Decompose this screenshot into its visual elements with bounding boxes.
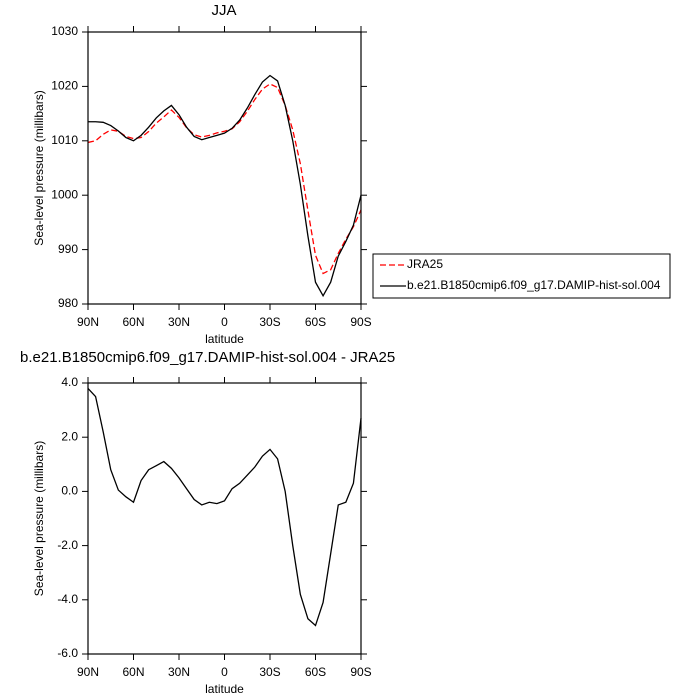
x-tick-label: 60N — [122, 315, 144, 329]
data-line — [88, 74, 362, 298]
y-tick-label: -6.0 — [57, 646, 78, 660]
chart-title: JJA — [211, 2, 236, 19]
legend-label: JRA25 — [407, 257, 443, 271]
data-line — [87, 83, 362, 275]
y-tick-label: 1030 — [51, 24, 78, 38]
x-tick-label: 90N — [77, 665, 99, 679]
x-tick-label: 90N — [77, 315, 99, 329]
legend-box — [372, 253, 671, 299]
y-tick-label: -4.0 — [57, 592, 78, 606]
x-axis-label: latitude — [205, 332, 244, 346]
x-tick-label: 60N — [122, 665, 144, 679]
data-line — [87, 387, 362, 627]
y-tick-label: 2.0 — [61, 429, 78, 443]
y-tick-label: 1000 — [51, 187, 78, 201]
plot-frame — [87, 31, 362, 305]
y-axis-label: Sea-level pressure (millibars) — [32, 90, 46, 245]
y-tick-label: 980 — [58, 296, 78, 310]
legend-label: b.e21.B1850cmip6.f09_g17.DAMIP-hist-sol.… — [407, 278, 661, 292]
y-tick-label: 4.0 — [61, 375, 78, 389]
x-tick-label: 0 — [221, 665, 228, 679]
y-axis-label: Sea-level pressure (millibars) — [32, 441, 46, 596]
x-tick-label: 30N — [168, 665, 190, 679]
plot-frame — [87, 382, 362, 655]
y-tick-label: 0.0 — [61, 484, 78, 498]
x-tick-label: 0 — [221, 315, 228, 329]
x-tick-label: 30N — [168, 315, 190, 329]
y-tick-label: -2.0 — [57, 538, 78, 552]
x-tick-label: 30S — [259, 315, 280, 329]
x-tick-label: 60S — [305, 665, 326, 679]
chart-title: b.e21.B1850cmip6.f09_g17.DAMIP-hist-sol.… — [20, 349, 395, 366]
x-tick-label: 90S — [350, 315, 371, 329]
legend: JRA25 b.e21.B1850cmip6.f09_g17.DAMIP-hist… — [372, 253, 671, 299]
y-tick-label: 1020 — [51, 79, 78, 93]
x-tick-label: 60S — [305, 315, 326, 329]
x-tick-label: 90S — [350, 665, 371, 679]
y-tick-label: 990 — [58, 242, 78, 256]
x-tick-label: 30S — [259, 665, 280, 679]
x-axis-label: latitude — [205, 682, 244, 696]
y-tick-label: 1010 — [51, 133, 78, 147]
